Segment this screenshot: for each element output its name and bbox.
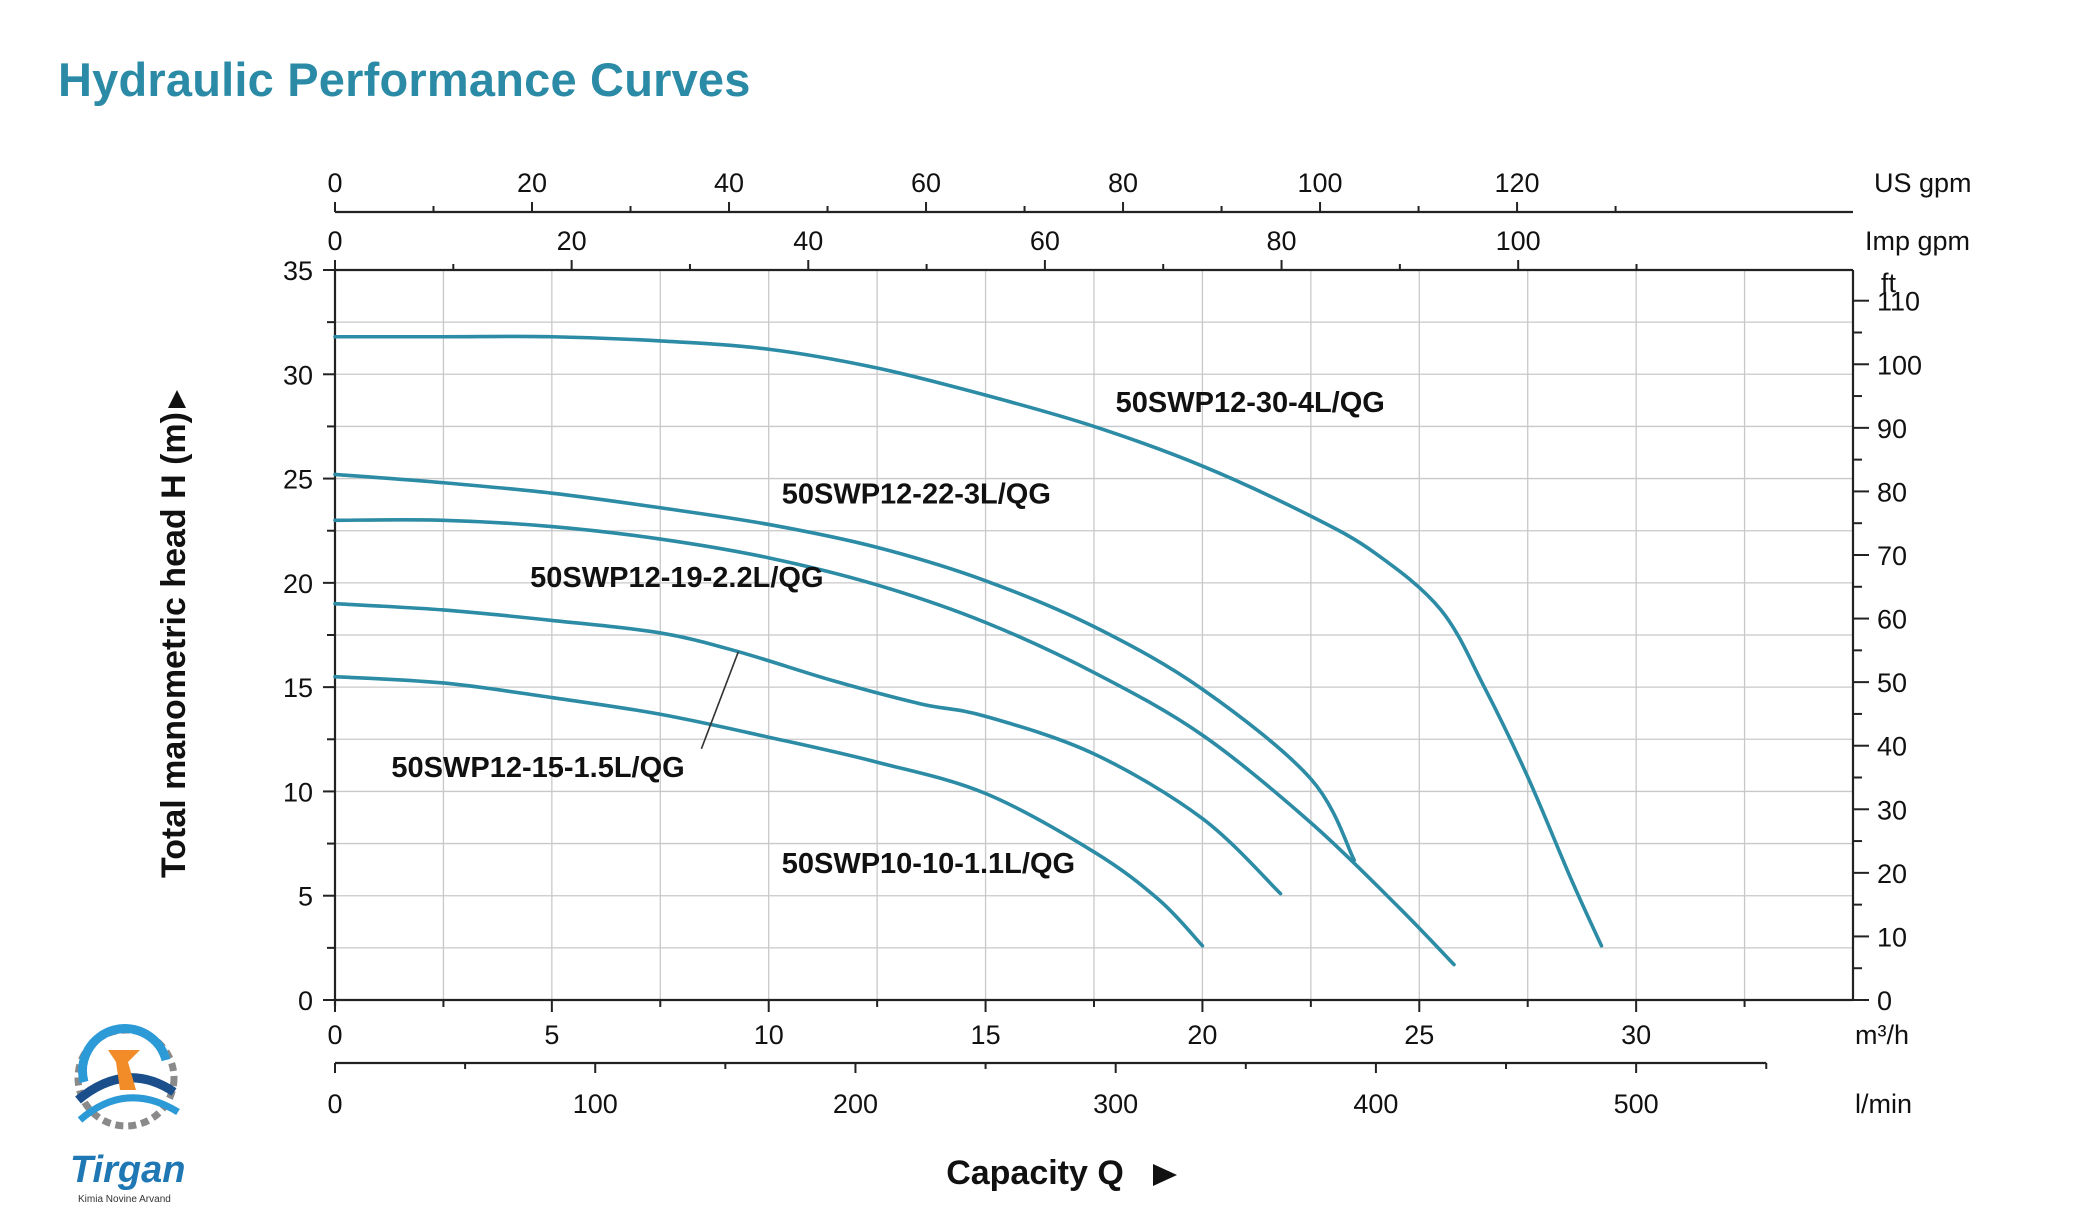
left-tick-label: 0	[298, 986, 313, 1016]
usgpm-tick-label: 100	[1298, 168, 1343, 198]
lmin-tick-label: 0	[327, 1089, 342, 1119]
lmin-tick-label: 400	[1353, 1089, 1398, 1119]
curve-series-3	[333, 518, 1456, 967]
bottom-tick-label: 5	[544, 1020, 559, 1050]
leader-line	[700, 651, 740, 750]
curve-series-5	[333, 674, 1205, 948]
grid	[335, 270, 1853, 1000]
curve-series-4	[333, 601, 1283, 896]
page-title: Hydraulic Performance Curves	[58, 53, 751, 106]
imp-tick-label: 80	[1267, 226, 1297, 256]
svg-text:Tirgan: Tirgan	[70, 1149, 185, 1191]
right-tick-label: 110	[1877, 287, 1920, 317]
x-axis-arrow-icon	[1153, 1164, 1177, 1186]
imp-tick-label: 0	[327, 226, 342, 256]
usgpm-unit-label: US gpm	[1874, 168, 1972, 198]
lmin-tick-label: 200	[833, 1089, 878, 1119]
bottom-tick-label: 15	[971, 1020, 1001, 1050]
lmin-tick-label: 500	[1614, 1089, 1659, 1119]
usgpm-tick-label: 120	[1495, 168, 1540, 198]
curve-label-5: 50SWP10-10-1.1L/QG	[782, 848, 1075, 880]
right-tick-label: 0	[1877, 986, 1892, 1016]
usgpm-tick-label: 20	[517, 168, 547, 198]
right-unit-label: ft	[1881, 268, 1897, 298]
axes: 051015202530350102030405060708090100110f…	[155, 168, 1972, 1192]
curve-label-1: 50SWP12-30-4L/QG	[1116, 387, 1385, 419]
left-tick-label: 25	[283, 465, 313, 495]
imp-tick-label: 20	[557, 226, 587, 256]
lmin-unit-label: l/min	[1855, 1089, 1912, 1119]
bottom-tick-label: 25	[1404, 1020, 1434, 1050]
imp-tick-label: 60	[1030, 226, 1060, 256]
right-tick-label: 70	[1877, 541, 1907, 571]
left-tick-label: 15	[283, 673, 313, 703]
curve-label-3: 50SWP12-19-2.2L/QG	[530, 562, 823, 594]
curves	[333, 334, 1604, 967]
left-tick-label: 10	[283, 777, 313, 807]
curve-series-2	[333, 472, 1357, 863]
right-tick-label: 60	[1877, 605, 1907, 635]
bottom-tick-label: 0	[327, 1020, 342, 1050]
usgpm-tick-label: 0	[327, 168, 342, 198]
curve-label-4: 50SWP12-15-1.5L/QG	[391, 752, 684, 784]
right-tick-label: 100	[1877, 350, 1922, 380]
left-tick-label: 20	[283, 569, 313, 599]
imp-tick-label: 100	[1496, 226, 1541, 256]
bottom-tick-label: 30	[1621, 1020, 1651, 1050]
right-tick-label: 30	[1877, 795, 1907, 825]
curve-label-2: 50SWP12-22-3L/QG	[782, 479, 1051, 511]
right-tick-label: 20	[1877, 859, 1907, 889]
svg-text:Kimia Novine Arvand: Kimia Novine Arvand	[78, 1194, 171, 1205]
imp-unit-label: Imp gpm	[1865, 226, 1970, 256]
bottom-unit-label: m³/h	[1855, 1020, 1909, 1050]
curve-series-1	[333, 334, 1604, 948]
usgpm-tick-label: 60	[911, 168, 941, 198]
usgpm-tick-label: 40	[714, 168, 744, 198]
right-tick-label: 40	[1877, 732, 1907, 762]
y-axis-title: Total manometric head H (m)	[155, 412, 193, 878]
curve-labels: 50SWP12-30-4L/QG 50SWP12-22-3L/QG 50SWP12-…	[391, 387, 1384, 880]
left-tick-label: 5	[298, 882, 313, 912]
left-tick-label: 35	[283, 256, 313, 286]
y-axis-arrow-icon	[168, 390, 186, 408]
right-tick-label: 50	[1877, 668, 1907, 698]
right-tick-label: 80	[1877, 477, 1907, 507]
tirgan-logo: Tirgan Kimia Novine Arvand	[70, 1024, 185, 1205]
right-tick-label: 90	[1877, 414, 1907, 444]
x-axis-title: Capacity Q	[946, 1154, 1124, 1192]
lmin-tick-label: 100	[573, 1089, 618, 1119]
usgpm-tick-label: 80	[1108, 168, 1138, 198]
bottom-tick-label: 10	[754, 1020, 784, 1050]
right-tick-label: 10	[1877, 922, 1907, 952]
bottom-tick-label: 20	[1187, 1020, 1217, 1050]
imp-tick-label: 40	[793, 226, 823, 256]
lmin-tick-label: 300	[1093, 1089, 1138, 1119]
left-tick-label: 30	[283, 360, 313, 390]
